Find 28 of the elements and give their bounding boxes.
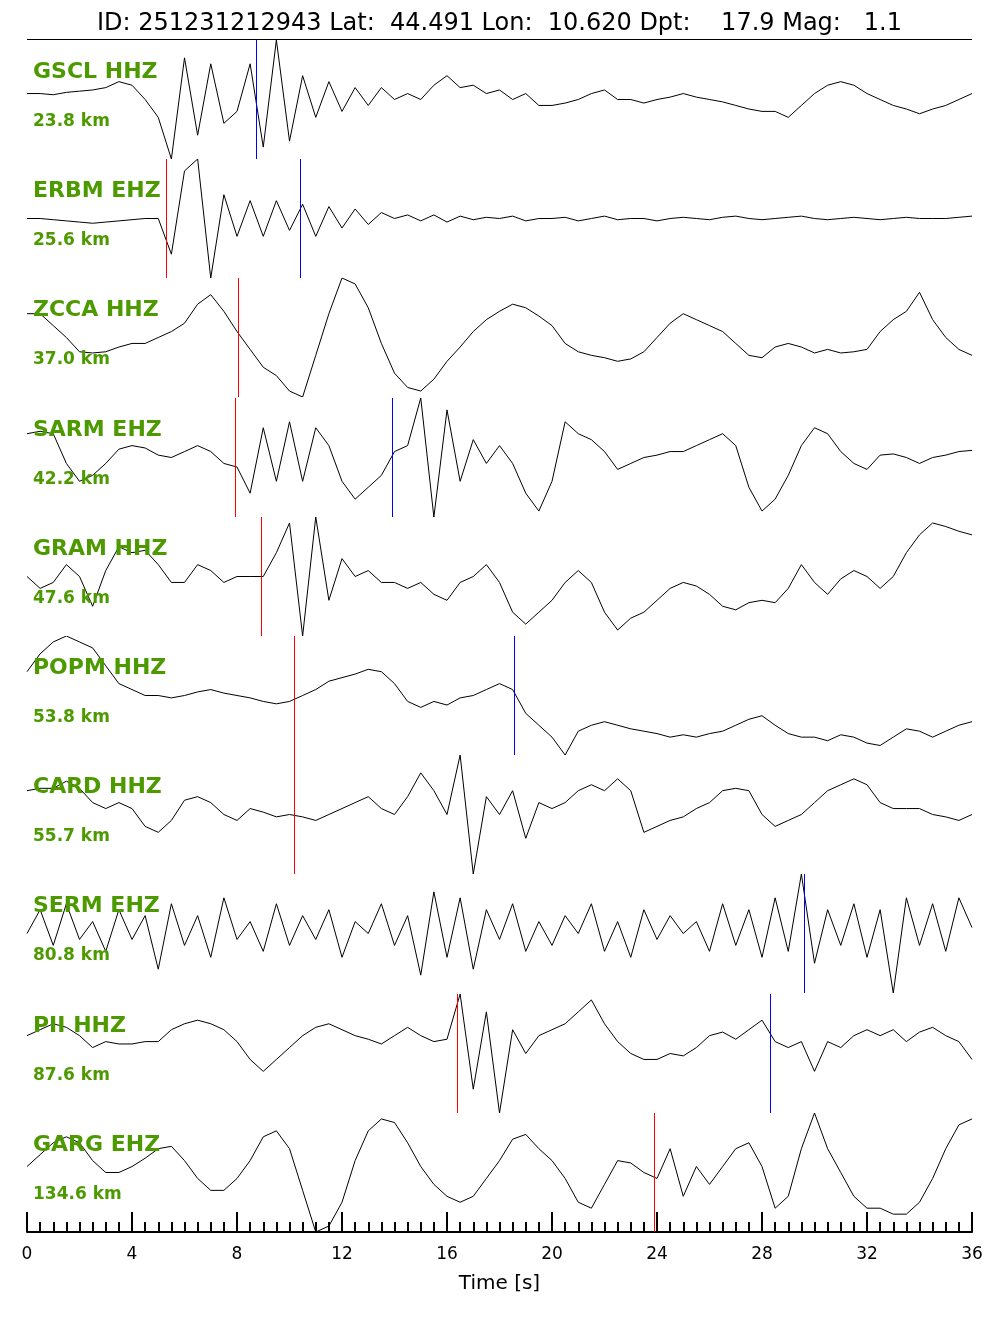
x-axis-title: Time [s]: [457, 1269, 541, 1294]
text: 87.6 km: [33, 1063, 110, 1084]
text: ID: 251231212943 Lat: 44.491 Lon: 10.620 Dpt: 17.9 Mag: 1.1: [27, 0, 972, 40]
x-tick-label: 28: [751, 1242, 773, 1263]
text: GSCL HHZ: [33, 57, 158, 83]
text: ZCCA HHZ: [33, 295, 159, 321]
text: POPM HHZ: [33, 653, 167, 679]
text: 55.7 km: [33, 824, 110, 845]
x-tick-label: 16: [436, 1242, 458, 1263]
text: 25.6 km: [33, 228, 110, 249]
text: GRAM HHZ: [33, 534, 168, 560]
x-tick-label: 20: [541, 1242, 563, 1263]
text: 134.6 km: [33, 1182, 122, 1203]
x-tick-label: 0: [21, 1242, 33, 1263]
text: 42.2 km: [33, 467, 110, 488]
text: 37.0 km: [33, 347, 110, 368]
x-tick-label: 4: [126, 1242, 138, 1263]
text: ERBM EHZ: [33, 176, 161, 202]
x-tick-label: 24: [646, 1242, 668, 1263]
x-tick-label: 36: [961, 1242, 983, 1263]
text: SERM EHZ: [33, 891, 160, 917]
text: 53.8 km: [33, 705, 110, 726]
x-tick-label: 32: [856, 1242, 878, 1263]
text: SARM EHZ: [33, 415, 162, 441]
x-tick-label: 8: [231, 1242, 243, 1263]
x-tick-label: 12: [331, 1242, 353, 1263]
text: 80.8 km: [33, 943, 110, 964]
text: 23.8 km: [33, 109, 110, 130]
